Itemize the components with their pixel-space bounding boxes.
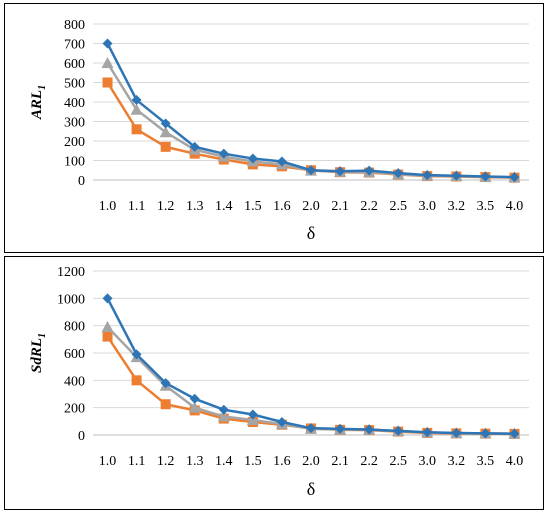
arl-x-tick-label: 1.3 [186, 199, 204, 214]
arl-x-tick-label: 1.1 [128, 199, 146, 214]
arl-point-diamond [422, 170, 433, 181]
arl-x-axis-label: δ [307, 223, 315, 243]
arl-x-tick-label: 2.1 [331, 199, 349, 214]
arl-y-tick-label: 400 [64, 96, 85, 111]
sdrl-y-tick-label: 800 [64, 320, 85, 335]
arl-x-tick-label: 2.0 [302, 199, 320, 214]
arl-x-tick-label: 3.2 [448, 199, 466, 214]
arl-point-diamond [218, 148, 229, 159]
sdrl-point-diamond [131, 349, 142, 360]
arl-point-diamond [509, 172, 520, 183]
sdrl-x-tick-label: 2.2 [360, 454, 378, 469]
arl-x-tick-label: 1.5 [244, 199, 262, 214]
arl-y-tick-label: 300 [64, 116, 85, 131]
sdrl-chart: 0 200 400 600 800 1000 1200 1.0 1.1 1.2 1.3 1.4 1.5 1… [29, 265, 529, 499]
sdrl-x-tick-label: 4.0 [506, 454, 524, 469]
sdrl-point-square [160, 399, 171, 410]
sdrl-x-tick-label: 2.0 [302, 454, 320, 469]
sdrl-x-tick-label: 3.5 [477, 454, 495, 469]
sdrl-x-axis-label: δ [307, 479, 315, 499]
sdrl-point-diamond [364, 424, 375, 435]
arl-y-tick-label: 500 [64, 77, 85, 92]
sdrl-point-diamond [160, 378, 171, 389]
arl-y-axis-label: ARL1 [29, 85, 48, 120]
sdrl-point-square [131, 375, 142, 386]
arl-point-diamond [131, 95, 142, 106]
sdrl-series-line-diamond [106, 297, 515, 435]
arl-x-tick-label: 2.2 [360, 199, 378, 214]
arl-point-square [160, 141, 171, 152]
arl-x-tick-label: 3.0 [419, 199, 437, 214]
sdrl-x-tick-label: 1.0 [99, 454, 117, 469]
arl-x-tick-label: 1.2 [157, 199, 175, 214]
sdrl-y-tick-label: 400 [64, 374, 85, 389]
sdrl-x-tick-label: 1.6 [273, 454, 291, 469]
sdrl-x-tick-label: 1.1 [128, 454, 146, 469]
sdrl-point-diamond [218, 404, 229, 415]
sdrl-chart-panel: 0 200 400 600 800 1000 1200 1.0 1.1 1.2 1.3 1.4 1.5 1… [4, 256, 544, 510]
arl-point-diamond [102, 38, 113, 49]
arl-point-diamond [160, 118, 171, 129]
arl-point-diamond [364, 165, 375, 176]
sdrl-point-diamond [393, 425, 404, 436]
arl-point-diamond [451, 170, 462, 181]
sdrl-point-diamond [247, 409, 258, 420]
arl-point-diamond [276, 156, 287, 167]
sdrl-y-tick-label: 600 [64, 347, 85, 362]
arl-x-tick-label: 2.5 [389, 199, 407, 214]
sdrl-point-diamond [335, 423, 346, 434]
sdrl-x-tick-label: 2.5 [389, 454, 407, 469]
arl-point-diamond [306, 165, 316, 176]
arl-point-square [131, 124, 142, 135]
arl-y-tick-label: 0 [78, 174, 85, 189]
sdrl-point-diamond [189, 393, 200, 404]
arl-point-diamond [480, 171, 491, 182]
arl-series-line-square [106, 81, 515, 179]
sdrl-point-diamond [509, 428, 520, 439]
sdrl-point-diamond [451, 427, 462, 438]
sdrl-x-tick-label: 1.4 [215, 454, 233, 469]
arl-point-triangle [159, 126, 172, 138]
sdrl-y-tick-label: 200 [64, 402, 85, 417]
sdrl-y-tick-label: 1200 [57, 265, 85, 280]
sdrl-y-tick-label: 1000 [57, 292, 85, 307]
arl-y-tick-label: 100 [64, 155, 85, 170]
sdrl-point-triangle [217, 410, 230, 422]
sdrl-point-triangle [101, 321, 114, 333]
arl-y-tick-label: 800 [64, 18, 85, 33]
arl-point-triangle [101, 57, 114, 68]
sdrl-point-diamond [102, 293, 113, 304]
arl-y-tick-label: 700 [64, 38, 85, 53]
arl-x-tick-label: 1.6 [273, 199, 291, 214]
arl-x-tick-label: 1.4 [215, 199, 233, 214]
arl-point-triangle [130, 103, 143, 115]
arl-point-square [102, 77, 113, 88]
arl-x-tick-label: 3.5 [477, 199, 495, 214]
sdrl-point-diamond [276, 417, 287, 428]
sdrl-point-diamond [422, 427, 433, 438]
arl-point-diamond [393, 168, 404, 179]
sdrl-x-tick-label: 1.5 [244, 454, 262, 469]
arl-x-tick-label: 4.0 [506, 199, 524, 214]
sdrl-point-diamond [306, 423, 316, 434]
arl-chart-panel: 0 100 200 300 400 500 600 700 800 1.0 1.1 1.2 1.3 1.4… [4, 3, 544, 253]
arl-chart: 0 100 200 300 400 500 600 700 800 1.0 1.1 1.2 1.3 1.4… [29, 18, 529, 243]
sdrl-x-tick-label: 2.1 [331, 454, 349, 469]
sdrl-x-tick-label: 3.2 [448, 454, 466, 469]
sdrl-point-diamond [480, 428, 491, 439]
arl-y-tick-label: 200 [64, 135, 85, 150]
arl-y-tick-label: 600 [64, 57, 85, 72]
sdrl-x-tick-label: 3.0 [419, 454, 437, 469]
sdrl-y-axis-label: SdRL1 [29, 333, 48, 373]
sdrl-point-triangle [188, 401, 201, 413]
arl-point-diamond [335, 166, 346, 177]
sdrl-x-tick-label: 1.3 [186, 454, 204, 469]
arl-series-line-diamond [106, 42, 515, 179]
sdrl-point-square [102, 331, 113, 342]
arl-x-tick-label: 1.0 [99, 199, 117, 214]
arl-point-diamond [247, 153, 258, 164]
sdrl-x-tick-label: 1.2 [157, 454, 175, 469]
sdrl-y-tick-label: 0 [78, 429, 85, 444]
arl-point-diamond [189, 141, 200, 152]
